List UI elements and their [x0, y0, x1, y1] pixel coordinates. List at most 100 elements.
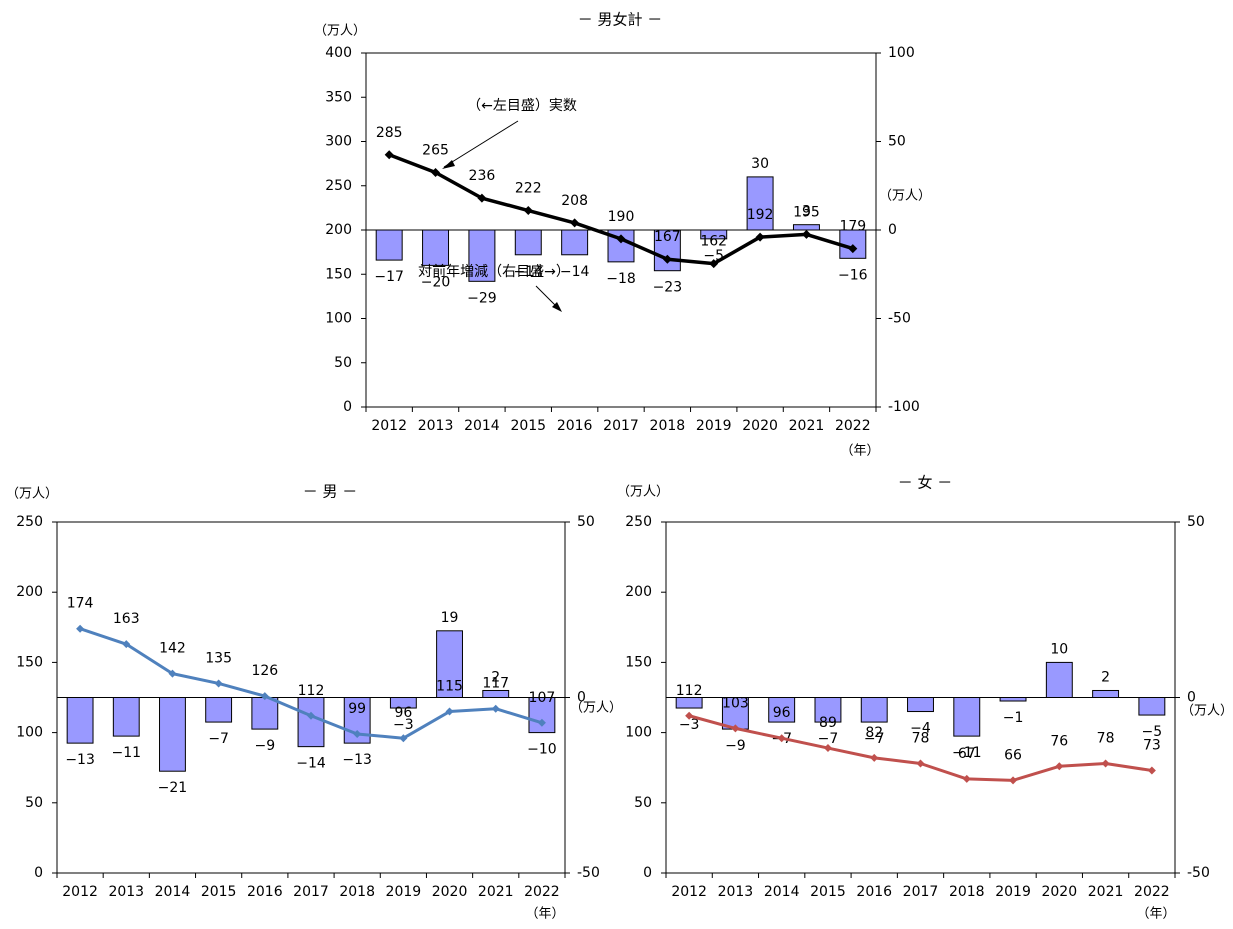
total-x-tick-label: 2013: [418, 418, 454, 434]
male-population-label: 107: [529, 690, 556, 706]
male-population-point: [168, 669, 177, 678]
total-x-axis-unit: （年）: [840, 444, 879, 459]
total-population-point: [801, 229, 811, 239]
female-population-point: [1055, 762, 1064, 771]
male-population-point: [537, 718, 546, 727]
total-population-point: [709, 259, 719, 269]
male-left-tick-label: 250: [16, 514, 43, 530]
male-change-bar: [389, 697, 417, 709]
female-population-point: [1101, 759, 1110, 768]
male-population-label: 135: [205, 650, 232, 666]
female-x-tick-label: 2012: [671, 884, 707, 900]
male-x-tick-label: 2013: [108, 884, 144, 900]
female-change-bar: [1138, 697, 1166, 716]
female-population-point: [1009, 776, 1018, 785]
total-change-bar-label: −18: [606, 271, 636, 287]
total-change-bar: [561, 229, 589, 256]
total-x-tick-label: 2016: [557, 418, 593, 434]
female-x-tick-label: 2015: [810, 884, 846, 900]
total-change-bar: [700, 229, 728, 240]
total-population-label: 208: [561, 193, 588, 209]
female-population-point: [1147, 766, 1156, 775]
male-right-axis-unit: （万人）: [570, 701, 622, 716]
male-x-tick-label: 2015: [201, 884, 237, 900]
total-change-bar-label: −17: [374, 269, 404, 285]
total-x-tick-label: 2017: [603, 418, 639, 434]
total-change-bar: [422, 229, 450, 266]
male-change-bar: [297, 697, 325, 748]
total-change-bar-label: −20: [421, 274, 451, 290]
total-change-bar-label: 3: [802, 204, 811, 220]
female-x-tick-label: 2014: [764, 884, 800, 900]
female-change-bar-label: −4: [910, 721, 931, 737]
female-x-axis-unit: （年）: [1136, 907, 1175, 922]
total-change-bar-label: −23: [653, 280, 683, 296]
female-population-label: 112: [676, 683, 703, 699]
total-x-tick-label: 2015: [510, 418, 546, 434]
total-line-annotation-arrow: [443, 120, 519, 168]
total-bar-annotation-arrowhead: [552, 302, 562, 312]
male-change-bar-label: −9: [254, 738, 275, 754]
male-population-label: 174: [67, 596, 94, 612]
male-chart-title: － 男 －: [303, 483, 358, 501]
male-x-tick-label: 2021: [478, 884, 514, 900]
total-population-point: [431, 167, 441, 177]
male-x-tick-label: 2019: [386, 884, 422, 900]
total-bar-annotation: 対前年増減（右目盛→）: [418, 263, 570, 280]
female-x-tick-label: 2016: [856, 884, 892, 900]
female-change-bar-label: −9: [725, 738, 746, 754]
female-chart-title: － 女 －: [898, 474, 953, 492]
male-population-label: 142: [159, 641, 186, 657]
male-right-tick-label: -50: [577, 865, 600, 881]
total-line-annotation-arrowhead: [442, 160, 455, 169]
male-population-point: [399, 734, 408, 743]
male-change-bar-label: −21: [158, 780, 188, 796]
male-x-axis-unit: （年）: [525, 907, 564, 922]
male-change-bar-label: −13: [65, 752, 95, 768]
total-chart-title: － 男女計 －: [578, 11, 663, 29]
total-x-tick-label: 2018: [650, 418, 686, 434]
female-change-bar-label: −7: [864, 731, 885, 747]
male-change-bar: [251, 697, 279, 730]
male-population-point: [307, 711, 315, 720]
female-left-tick-label: 100: [625, 725, 652, 741]
male-change-bar-label: −10: [527, 742, 557, 758]
male-population-label: 117: [482, 676, 509, 692]
total-population-point: [570, 218, 580, 228]
total-x-tick-label: 2022: [835, 418, 871, 434]
male-x-tick-label: 2017: [293, 884, 329, 900]
female-population-label: 78: [1097, 730, 1115, 746]
total-population-point: [848, 244, 858, 254]
total-left-tick-label: 200: [325, 222, 352, 238]
total-x-tick-label: 2021: [789, 418, 825, 434]
female-change-bar: [953, 697, 981, 737]
total-x-tick-label: 2020: [742, 418, 778, 434]
total-population-label: 222: [515, 181, 542, 197]
total-change-bar-label: −14: [513, 264, 543, 280]
total-change-bar: [653, 229, 681, 272]
total-change-bar: [746, 176, 774, 231]
total-right-tick-label: 50: [888, 134, 906, 150]
female-change-bar-label: 2: [1101, 669, 1110, 685]
male-change-bar-label: −3: [393, 717, 414, 733]
female-population-point: [731, 724, 740, 733]
male-change-bar-label: 2: [491, 669, 500, 685]
total-left-tick-label: 400: [325, 45, 352, 61]
male-change-bar-label: 19: [441, 610, 459, 626]
total-population-point: [616, 234, 626, 244]
male-left-tick-label: 150: [16, 654, 43, 670]
total-change-bar-label: 30: [751, 156, 769, 172]
male-population-label: 99: [348, 701, 366, 717]
total-line-annotation: （←左目盛）実数: [467, 98, 577, 114]
male-population-point: [76, 624, 85, 633]
total-change-bar: [375, 229, 403, 261]
female-x-tick-label: 2018: [949, 884, 985, 900]
male-left-tick-label: 100: [16, 725, 43, 741]
total-left-tick-label: 0: [343, 399, 352, 415]
total-left-tick-label: 300: [325, 134, 352, 150]
male-change-bar: [482, 689, 510, 698]
female-change-bar: [814, 697, 842, 723]
female-change-bar-label: −3: [679, 717, 700, 733]
male-population-point: [214, 679, 223, 688]
